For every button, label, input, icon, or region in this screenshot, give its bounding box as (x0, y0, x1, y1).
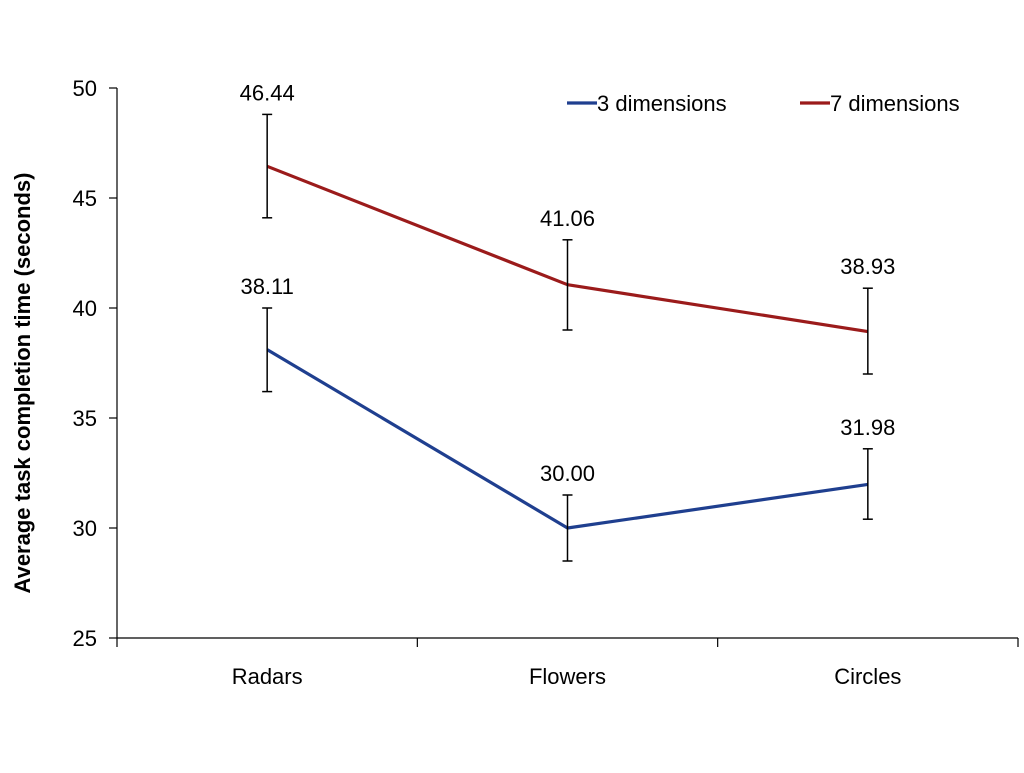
axes (116, 88, 1018, 639)
legend-item-2: 7 dimensions (800, 91, 960, 116)
y-tick-label: 25 (73, 626, 97, 651)
y-axis-title: Average task completion time (seconds) (10, 173, 35, 594)
series-layer: 38.11 30.00 31.98 46.44 41.06 38.93 (240, 80, 895, 562)
y-ticks: 25 30 35 40 45 50 (73, 76, 117, 651)
x-ticks: Radars Flowers Circles (116, 638, 1019, 689)
legend-label: 3 dimensions (597, 91, 727, 116)
data-label: 38.93 (840, 254, 895, 279)
series-1: 38.11 30.00 31.98 (240, 274, 895, 562)
data-label: 38.11 (240, 274, 293, 299)
data-label: 46.44 (240, 80, 295, 105)
data-label: 30.00 (540, 461, 595, 486)
legend-item-1: 3 dimensions (567, 91, 727, 116)
y-tick-label: 50 (73, 76, 97, 101)
legend: 3 dimensions 7 dimensions (567, 91, 960, 116)
data-label: 41.06 (540, 206, 595, 231)
y-tick-label: 45 (73, 186, 97, 211)
x-tick-label: Flowers (529, 664, 606, 689)
series-2: 46.44 41.06 38.93 (240, 80, 895, 375)
y-tick-label: 35 (73, 406, 97, 431)
data-label: 31.98 (840, 415, 895, 440)
y-tick-label: 30 (73, 516, 97, 541)
x-tick-label: Radars (232, 664, 303, 689)
legend-label: 7 dimensions (830, 91, 960, 116)
x-tick-label: Circles (834, 664, 901, 689)
y-tick-label: 40 (73, 296, 97, 321)
